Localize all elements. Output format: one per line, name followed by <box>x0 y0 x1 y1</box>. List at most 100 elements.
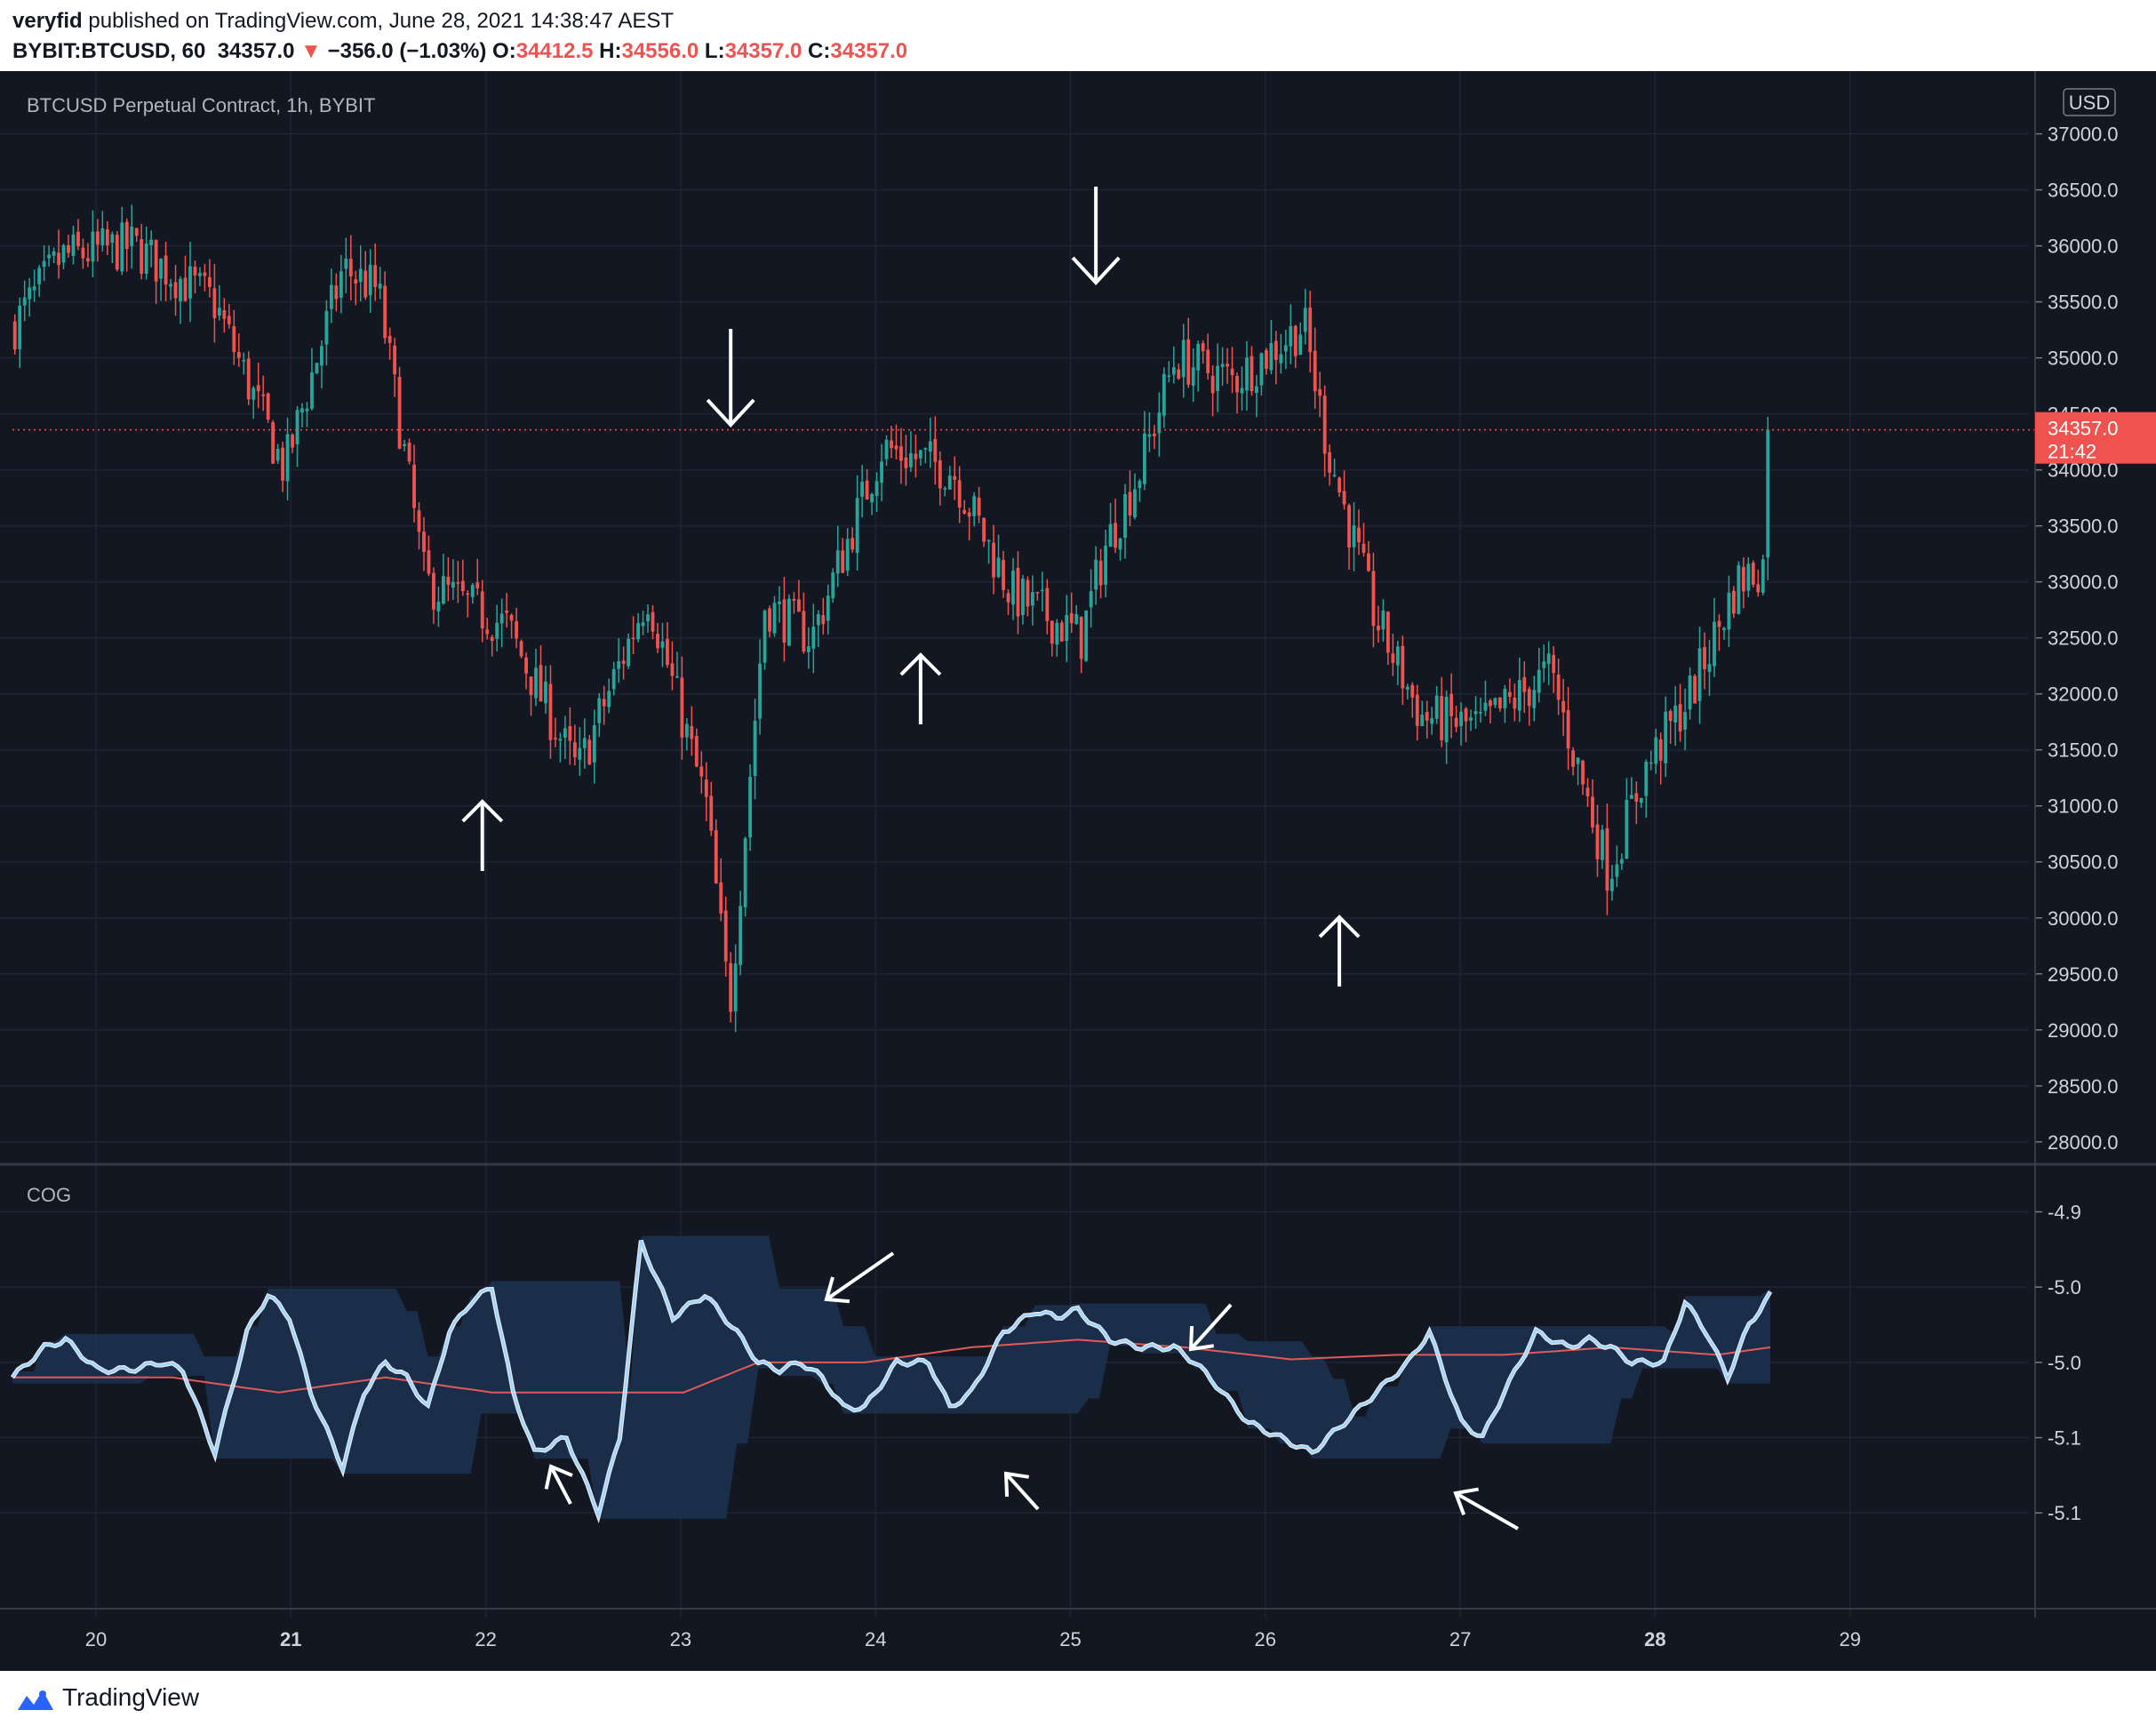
candle-body <box>124 221 129 249</box>
candle-body <box>1240 388 1244 394</box>
candle-body <box>32 286 36 291</box>
candle-body <box>1556 675 1561 700</box>
candle-body <box>207 276 212 287</box>
candle-body <box>1440 696 1444 740</box>
candle-body <box>768 608 771 632</box>
candle-body <box>348 259 353 276</box>
candle-body <box>300 408 304 413</box>
high-label: H: <box>599 39 622 63</box>
candle-body <box>1459 711 1463 726</box>
candle-body <box>582 738 587 748</box>
candle-body <box>1391 653 1395 663</box>
publish-info: veryfid published on TradingView.com, Ju… <box>12 9 674 34</box>
candle-body <box>1347 505 1351 548</box>
candle-body <box>1658 739 1663 761</box>
candle-body <box>1128 491 1132 515</box>
candle-body <box>816 614 820 626</box>
y-tick-label: 32500.0 <box>2048 627 2119 650</box>
footer: TradingView <box>0 1671 2156 1726</box>
candle-body <box>407 443 411 462</box>
x-tick-label: 25 <box>1059 1628 1081 1650</box>
candle-body <box>660 641 665 648</box>
candle-body <box>1342 491 1346 505</box>
candle-body <box>592 724 596 763</box>
candle-body <box>505 611 509 613</box>
candle-body <box>495 622 499 639</box>
candle-body <box>1235 376 1239 393</box>
candle-body <box>1069 613 1074 624</box>
candle-body <box>422 531 426 552</box>
candle-body <box>246 358 251 400</box>
candle-body <box>1552 654 1556 674</box>
candle-body <box>140 239 144 274</box>
candle-body <box>252 388 256 400</box>
chart-area[interactable]: 20 21 22 23 24 25 26 27 28 29 37000.0 36500.0 36000.… <box>0 71 2156 1671</box>
candle-body <box>37 268 42 284</box>
candle-body <box>782 599 787 643</box>
open-value: 34412.5 <box>515 39 594 63</box>
candle-body <box>456 582 460 584</box>
candle-body <box>1741 566 1745 592</box>
candle-body <box>1479 712 1482 714</box>
candle-body <box>704 779 708 797</box>
candle-body <box>977 497 981 516</box>
symbol-interval[interactable]: BYBIT:BTCUSD, 60 <box>12 39 206 63</box>
candle-body <box>1688 675 1692 710</box>
candle-body <box>1094 559 1098 590</box>
candle-body <box>1454 717 1458 728</box>
candle-body <box>329 284 333 309</box>
candle-body <box>1269 343 1274 371</box>
candle-body <box>1216 365 1220 392</box>
candle-body <box>1210 375 1215 394</box>
candle-body <box>368 264 372 296</box>
tradingview-brand[interactable]: TradingView <box>62 1683 200 1711</box>
y-tick-label: 36000.0 <box>2048 236 2119 258</box>
candle-body <box>1201 343 1205 352</box>
candle-body <box>271 422 275 464</box>
candle-body <box>1313 350 1317 392</box>
candle-body <box>403 443 406 446</box>
candle-body <box>169 284 172 287</box>
candle-body <box>1118 538 1122 550</box>
candle-body <box>363 270 368 298</box>
candle-body <box>1668 710 1673 722</box>
candle-body <box>412 464 416 508</box>
candle-body <box>739 906 743 965</box>
diagonal-arrow-icon <box>824 1251 895 1304</box>
diagonal-arrow-icon <box>1003 1471 1040 1511</box>
candle-body <box>417 510 421 532</box>
candle-body <box>1138 481 1142 489</box>
candle-body <box>1318 388 1322 396</box>
candle-body <box>281 447 285 481</box>
candle-body <box>1751 563 1755 585</box>
axes: 20 21 22 23 24 25 26 27 28 29 37000.0 36500.0 36000.… <box>0 71 2156 1650</box>
candle-body <box>1084 610 1089 661</box>
candle-body <box>666 638 669 666</box>
candle-body <box>1289 325 1293 347</box>
countdown-label: 21:42 <box>2048 441 2096 463</box>
price-change: −356.0 (−1.03%) <box>327 39 487 63</box>
candle-body <box>1410 684 1415 698</box>
candle-body <box>611 668 616 690</box>
candle-body <box>719 882 723 914</box>
candle-body <box>291 435 294 448</box>
candle-body <box>855 498 859 554</box>
candle-body <box>694 736 699 767</box>
candle-body <box>1615 864 1619 877</box>
close-value: 34357.0 <box>830 39 908 63</box>
candle-body <box>1220 364 1225 368</box>
price-pane <box>12 204 2035 1033</box>
chart-svg[interactable]: 20 21 22 23 24 25 26 27 28 29 37000.0 36500.0 36000.… <box>0 71 2156 1671</box>
candle-body <box>1006 593 1010 603</box>
tradingview-logo-icon[interactable] <box>16 1687 55 1714</box>
publisher-name[interactable]: veryfid <box>12 9 83 33</box>
candle-body <box>806 646 810 652</box>
candle-body <box>1011 571 1015 605</box>
candle-body <box>432 572 435 610</box>
candle-body <box>1157 412 1162 434</box>
candle-body <box>285 434 290 482</box>
candle-body <box>1707 664 1712 672</box>
candle-body <box>1167 375 1171 377</box>
candle-body <box>236 352 241 358</box>
candle-body <box>714 830 718 883</box>
